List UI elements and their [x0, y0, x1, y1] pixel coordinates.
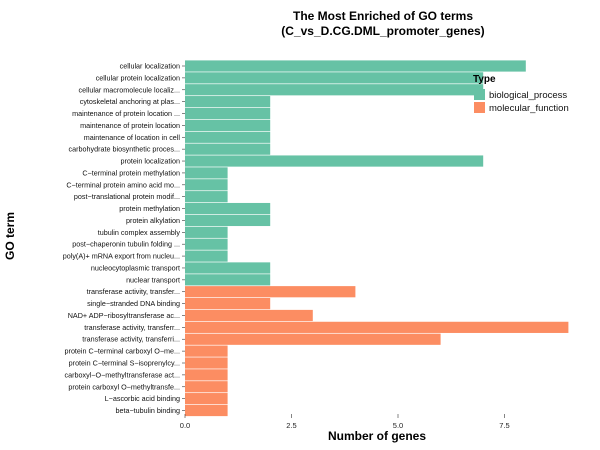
bar-26 [185, 357, 228, 369]
y-tick-label: maintenance of protein location ... [72, 109, 180, 118]
y-axis-title: GO term [3, 212, 17, 260]
x-tick-label: 7.5 [499, 421, 509, 430]
x-tick-label: 5.0 [393, 421, 403, 430]
bar-21 [185, 298, 271, 310]
y-tick-label: maintenance of protein location [80, 121, 180, 130]
bar-7 [185, 131, 271, 143]
y-tick-label: protein methylation [119, 204, 180, 213]
bar-25 [185, 345, 228, 357]
y-tick-label: poly(A)+ mRNA export from nucleu... [63, 252, 180, 261]
y-tick-label: post−chaperonin tubulin folding ... [72, 240, 180, 249]
bar-6 [185, 119, 271, 131]
bar-8 [185, 143, 271, 155]
y-tick-label: protein carboxyl O−methyltransfe... [68, 382, 180, 391]
x-axis: 0.0 2.5 5.0 7.5 [180, 414, 510, 430]
bar-18 [185, 262, 271, 274]
y-tick-label: cellular localization [120, 62, 180, 71]
y-tick-label: protein C−terminal S−isoprenylcy... [69, 359, 180, 368]
y-tick-label: transferase activity, transferr... [84, 323, 180, 332]
y-tick-label: cellular macromolecule localiz... [79, 85, 180, 94]
bar-4 [185, 96, 271, 108]
legend-label-biological-process: biological_process [489, 90, 567, 101]
bar-22 [185, 309, 313, 322]
y-tick-label: protein C−terminal carboxyl O−me... [65, 347, 180, 356]
y-tick-label: carbohydrate biosynthetic proces... [69, 145, 180, 154]
y-tick-label: C−terminal protein amino acid mo... [66, 180, 180, 189]
y-tick-label: transferase activity, transferri... [82, 335, 180, 344]
legend-title: Type [473, 74, 496, 85]
legend-swatch-molecular-function [474, 102, 485, 113]
y-tick-label: cellular protein localization [96, 73, 180, 82]
bar-3 [185, 84, 484, 96]
x-tick-label: 0.0 [180, 421, 190, 430]
bar-19 [185, 274, 271, 286]
legend: Type biological_process molecular_functio… [473, 74, 569, 114]
y-tick-label: tubulin complex assembly [98, 228, 181, 237]
bars-group [185, 60, 569, 417]
y-tick-label: NAD+ ADP−ribosyltransferase ac... [68, 311, 180, 320]
bar-29 [185, 393, 228, 405]
y-tick-label: maintenance of location in cell [84, 133, 181, 142]
y-tick-label: C−terminal protein methylation [82, 168, 180, 177]
bar-11 [185, 179, 228, 191]
bar-17 [185, 250, 228, 262]
bar-9 [185, 155, 484, 167]
chart-title: The Most Enriched of GO terms (C_vs_D.CG… [281, 9, 484, 38]
bar-28 [185, 381, 228, 393]
chart-title-line-2: (C_vs_D.CG.DML_promoter_genes) [281, 24, 484, 38]
bar-10 [185, 167, 228, 179]
y-tick-label: nuclear transport [126, 275, 180, 284]
bar-13 [185, 202, 271, 215]
bar-5 [185, 107, 271, 120]
y-tick-label: L−ascorbic acid binding [105, 394, 180, 403]
chart-title-line-1: The Most Enriched of GO terms [293, 9, 473, 23]
bar-14 [185, 214, 271, 227]
y-tick-label: single−stranded DNA binding [87, 299, 180, 308]
y-tick-label: protein alkylation [126, 216, 180, 225]
y-tick-label: protein localization [120, 157, 180, 166]
bar-27 [185, 369, 228, 381]
bar-16 [185, 238, 228, 250]
y-tick-label: carboxyl−O−methyltransferase act... [65, 370, 180, 379]
bar-24 [185, 333, 441, 345]
legend-swatch-biological-process [474, 89, 485, 100]
y-tick-label: cytoskeletal anchoring at plas... [80, 97, 180, 106]
x-axis-title: Number of genes [328, 429, 426, 443]
bar-30 [185, 404, 228, 417]
y-tick-label: nucleocytoplasmic transport [91, 263, 180, 272]
bar-1 [185, 60, 526, 72]
legend-label-molecular-function: molecular_function [489, 103, 569, 114]
y-tick-label: transferase activity, transfer... [87, 287, 180, 296]
bar-23 [185, 321, 569, 333]
bar-2 [185, 72, 484, 84]
bar-20 [185, 286, 356, 298]
x-tick-label: 2.5 [286, 421, 296, 430]
y-tick-label: post−translational protein modif... [74, 192, 180, 201]
bar-12 [185, 191, 228, 203]
y-tick-label: beta−tubulin binding [115, 406, 180, 415]
y-axis-category-labels: cellular localization cellular protein lo… [63, 62, 185, 415]
bar-15 [185, 226, 228, 238]
